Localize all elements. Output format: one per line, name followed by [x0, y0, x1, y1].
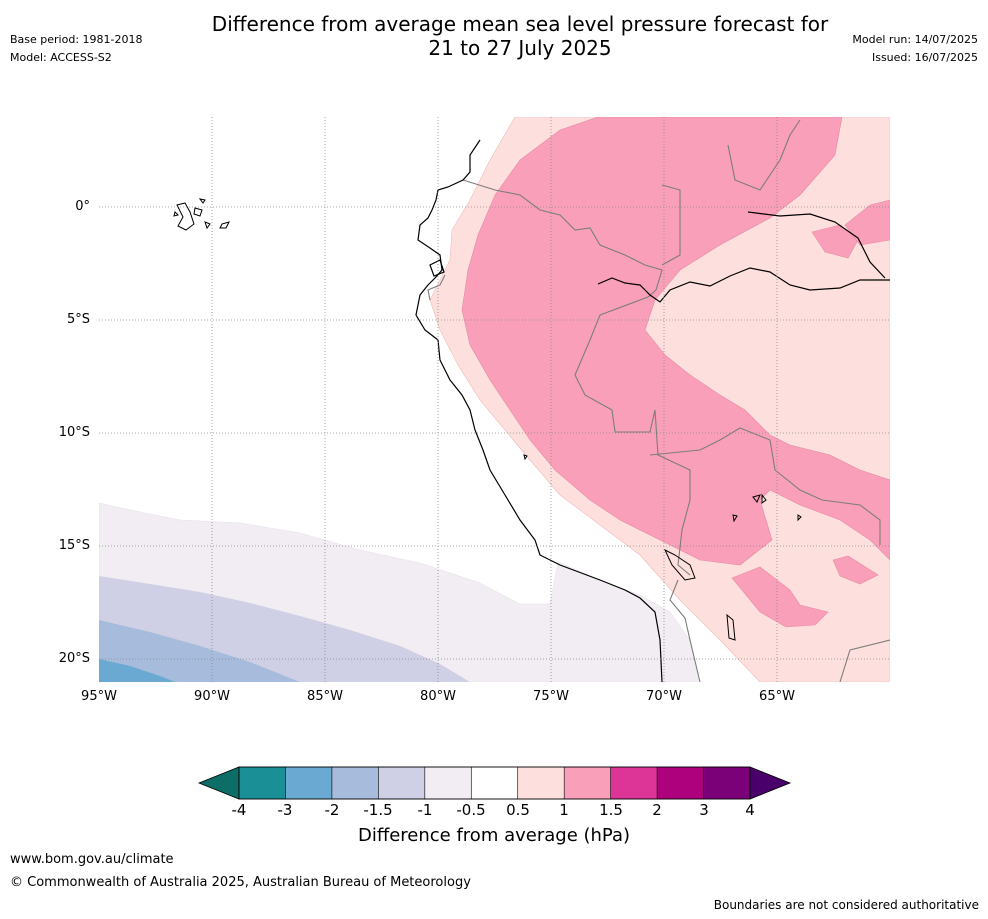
colorbar-segments — [238, 766, 751, 800]
meta-left: Base period: 1981-2018 Model: ACCESS-S2 — [10, 31, 142, 67]
lat-label-5s: 5°S — [66, 312, 90, 327]
colorbar-tick: -2 — [324, 801, 340, 819]
title-line-1: Difference from average mean sea level p… — [211, 12, 829, 36]
colorbar-segment — [563, 766, 612, 800]
meta-right: Model run: 14/07/2025 Issued: 16/07/2025 — [852, 31, 978, 67]
lakes — [523, 454, 802, 641]
lon-label-70w: 70°W — [646, 689, 682, 704]
lat-label-10s: 10°S — [58, 425, 90, 440]
lon-label-75w: 75°W — [533, 689, 569, 704]
lon-label-95w: 95°W — [81, 689, 117, 704]
contour-neg-2 — [99, 659, 175, 682]
colorbar-segment — [656, 766, 705, 800]
colorbar-segment — [517, 766, 565, 800]
colorbar-segment — [703, 766, 751, 800]
colorbar-segment — [331, 766, 379, 800]
colorbar-frame — [238, 766, 751, 800]
colorbar-tick: 1 — [559, 801, 569, 819]
map-panel — [99, 117, 890, 682]
coastlines — [415, 139, 890, 682]
colorbar-tick: -1.5 — [363, 801, 393, 819]
colorbar-segment — [424, 766, 472, 800]
contour-pos-1-ne-pocket — [844, 199, 890, 246]
footer-url[interactable]: www.bom.gov.au/climate — [10, 852, 174, 867]
issued-date: Issued: 16/07/2025 — [871, 51, 978, 64]
model-name: Model: ACCESS-S2 — [10, 51, 112, 64]
colorbar-tick: 0.5 — [506, 801, 530, 819]
contour-pos-1-far-se-pocket — [832, 555, 879, 585]
lon-label-65w: 65°W — [759, 689, 795, 704]
lon-label-80w: 80°W — [420, 689, 456, 704]
colorbar-tick: -4 — [231, 801, 247, 819]
footer-copyright: © Commonwealth of Australia 2025, Austra… — [10, 875, 471, 890]
lat-label-15s: 15°S — [58, 538, 90, 553]
colorbar-over-arrow — [749, 766, 792, 800]
colorbar-segment — [285, 766, 333, 800]
colorbar-tick: -1 — [417, 801, 433, 819]
colorbar-segment — [378, 766, 426, 800]
colorbar-under-arrow — [197, 766, 240, 800]
galapagos-islands — [173, 198, 230, 231]
colorbar-tick: -0.5 — [456, 801, 486, 819]
lat-label-0: 0° — [75, 199, 90, 214]
colorbar-tick: 4 — [745, 801, 755, 819]
contour-pos-1-east-pocket — [811, 224, 859, 259]
footer-boundary-note: Boundaries are not considered authoritat… — [713, 898, 979, 912]
contour-pos-1 — [461, 117, 890, 566]
contour-neg-1_5 — [99, 620, 300, 682]
graticule — [99, 117, 890, 682]
colorbar-segment — [610, 766, 658, 800]
model-run: Model run: 14/07/2025 — [852, 33, 978, 46]
lon-label-85w: 85°W — [307, 689, 343, 704]
title-line-2: 21 to 27 July 2025 — [428, 36, 612, 60]
contour-pos-1-se-pocket — [731, 566, 829, 628]
colorbar-tick: 1.5 — [599, 801, 623, 819]
lat-label-20s: 20°S — [58, 651, 90, 666]
base-period: Base period: 1981-2018 — [10, 33, 143, 46]
colorbar-segment — [470, 766, 519, 800]
colorbar-label: Difference from average (hPa) — [357, 825, 631, 846]
chart-title: Difference from average mean sea level p… — [0, 12, 988, 60]
colorbar-tick: -3 — [277, 801, 293, 819]
colorbar-tick: 3 — [699, 801, 709, 819]
country-borders — [427, 119, 890, 682]
lon-label-90w: 90°W — [194, 689, 230, 704]
colorbar-segment — [238, 766, 287, 800]
colorbar-tick: 2 — [652, 801, 662, 819]
colorbar — [197, 766, 792, 800]
